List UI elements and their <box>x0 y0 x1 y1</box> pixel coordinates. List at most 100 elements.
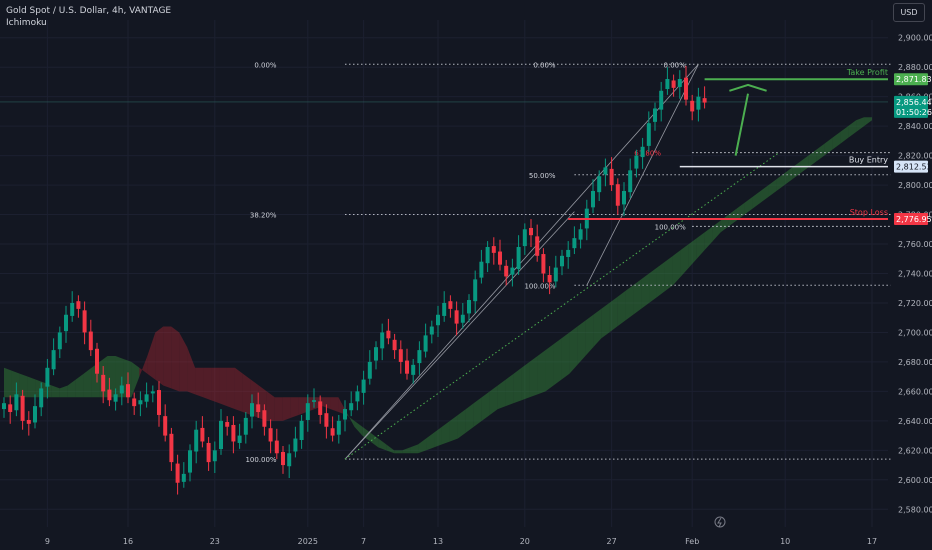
candle-body <box>45 367 50 387</box>
indicator-label[interactable]: Ichimoku <box>6 18 47 28</box>
cloud-segment <box>601 302 610 339</box>
candle-body <box>2 403 6 410</box>
candle-body <box>498 251 502 265</box>
cloud-segment <box>537 350 546 395</box>
take-profit-tag <box>894 73 928 86</box>
candle-body <box>566 249 571 257</box>
candle-body <box>646 123 651 146</box>
price-tick-label: 2,660.00 <box>898 387 932 396</box>
candle-body <box>690 100 695 112</box>
candle-body <box>423 335 428 352</box>
candle-body <box>107 389 112 401</box>
cloud-segment <box>625 285 634 321</box>
cloud-segment <box>489 385 498 415</box>
cloud-segment <box>561 332 570 380</box>
candle-body <box>473 279 478 302</box>
cloud-segment <box>728 208 737 227</box>
candle-body <box>39 388 44 408</box>
time-tick-label: 16 <box>123 537 133 546</box>
cloud-segment <box>704 226 713 250</box>
chart-header: Gold Spot / U.S. Dollar, 4h, VANTAGE Ich… <box>6 5 171 29</box>
cloud-segment <box>362 426 371 442</box>
price-tick-label: 2,900.00 <box>898 34 932 43</box>
candle-body <box>529 227 533 236</box>
cloud-segment <box>67 379 76 398</box>
candle-body <box>206 442 211 463</box>
cloud-segment <box>505 373 514 407</box>
candle-body <box>225 422 230 427</box>
symbol-title[interactable]: Gold Spot / U.S. Dollar, 4h, VANTAGE <box>6 6 172 16</box>
trade-levels: Take Profit Buy Entry Stop Loss <box>568 68 888 221</box>
cloud-segment <box>330 397 339 413</box>
cloud-segment <box>513 367 522 404</box>
cloud-segment <box>378 438 387 451</box>
lightning-icon-bolt <box>717 517 722 528</box>
candle-body <box>343 409 347 420</box>
time-tick-label: 2025 <box>298 537 318 546</box>
candle-body <box>76 301 81 309</box>
candle-body <box>578 229 583 240</box>
cloud-segment <box>441 420 450 445</box>
cloud-segment <box>569 326 578 374</box>
candle-body <box>175 463 180 483</box>
candle-body <box>318 401 323 415</box>
candle-body <box>460 314 465 323</box>
candle-body <box>386 330 391 339</box>
candle-body <box>615 184 620 206</box>
stop-loss-label: Stop Loss <box>850 208 888 217</box>
candle-body <box>194 429 199 452</box>
fib-level-label: 100.00% <box>245 456 276 464</box>
price-tick-label: 2,800.00 <box>898 181 932 190</box>
cloud-segment <box>712 220 721 242</box>
price-tick-label: 2,640.00 <box>898 417 932 426</box>
price-axis[interactable]: 2,580.00 2,600.00 2,620.00 2,640.00 2,660.00… <box>894 34 932 515</box>
fib-level-label: 0.00% <box>254 61 277 69</box>
fib-level-label: 61.80% <box>634 150 661 158</box>
cloud-segment <box>354 420 363 436</box>
cloud-segment <box>418 438 427 454</box>
buy-entry-tag-text: 2,812.53 <box>896 163 932 172</box>
cloud-segment <box>664 255 673 292</box>
support-trend-line <box>344 152 780 460</box>
cloud-segment <box>370 432 379 448</box>
cloud-segment <box>481 391 490 421</box>
fib-level-label: 38.20% <box>250 212 277 220</box>
candle-body <box>405 360 409 374</box>
candle-body <box>256 404 261 413</box>
cloud-segment <box>290 397 299 418</box>
candle-body <box>312 400 316 402</box>
fib-trend-line <box>344 63 699 460</box>
candle-body <box>157 390 161 415</box>
cloud-segment <box>768 179 777 197</box>
candle-body <box>522 229 527 247</box>
cloud-segment <box>298 397 307 415</box>
candle-body <box>330 428 335 436</box>
buy-entry-label: Buy Entry <box>849 156 888 165</box>
fib-level-label: 100.00% <box>655 223 686 231</box>
candle-body <box>429 326 434 335</box>
cloud-segment <box>266 391 275 421</box>
candle-body <box>268 428 273 442</box>
cloud-segment <box>274 397 283 421</box>
price-tick-label: 2,760.00 <box>898 240 932 249</box>
cloud-segment <box>633 279 642 315</box>
candle-body <box>101 374 106 392</box>
time-axis[interactable]: 9 16 23 2025 7 13 20 27 Feb 10 17 <box>45 516 877 546</box>
candle-body <box>485 246 490 264</box>
candle-body <box>26 419 31 424</box>
cloud-segment <box>672 249 681 286</box>
cloud-segment <box>848 120 857 138</box>
cloud-segment <box>4 367 12 398</box>
time-tick-label: 7 <box>361 537 366 546</box>
candle-body <box>138 400 143 405</box>
cloud-segment <box>211 367 220 404</box>
cloud-segment <box>744 196 753 215</box>
price-tick-label: 2,880.00 <box>898 63 932 72</box>
candle-body <box>82 310 87 333</box>
stop-loss-tag-text: 2,776.95 <box>896 215 932 224</box>
currency-button[interactable]: USD <box>893 3 925 22</box>
price-tick-label: 2,680.00 <box>898 358 932 367</box>
cloud-segment <box>426 432 435 451</box>
candle-body <box>361 379 366 393</box>
